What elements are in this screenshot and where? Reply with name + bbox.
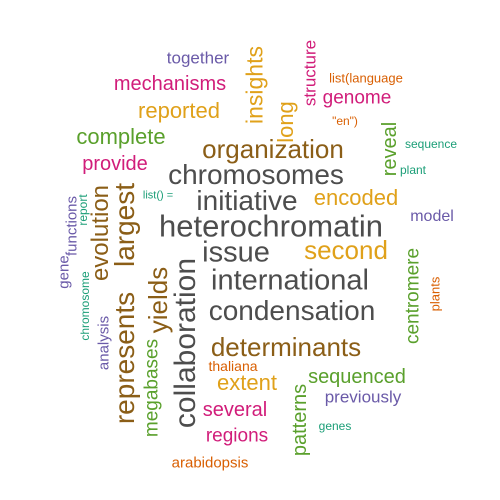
word-list-language: list(language xyxy=(329,70,403,86)
word-structure: structure xyxy=(300,39,320,107)
word-mechanisms: mechanisms xyxy=(113,73,227,95)
word-organization: organization xyxy=(202,134,344,164)
word-sequence: sequence xyxy=(404,137,458,151)
word-gene: gene xyxy=(55,255,73,289)
word-yields: yields xyxy=(143,266,173,334)
word-arabidopsis: arabidopsis xyxy=(171,454,249,472)
word-genes: genes xyxy=(318,419,352,433)
word-insights: insights xyxy=(241,46,268,124)
word-encoded: encoded xyxy=(313,185,399,210)
word-patterns: patterns xyxy=(289,383,311,457)
word-represents: represents xyxy=(109,291,140,425)
word-largest: largest xyxy=(109,182,140,268)
word-functions: functions xyxy=(63,195,81,257)
word-complete: complete xyxy=(76,124,166,149)
word-megabases: megabases xyxy=(141,338,163,438)
word-chromosome: chromosome xyxy=(78,271,92,341)
word-international: international xyxy=(211,264,369,297)
word-plant: plant xyxy=(399,163,427,177)
word-second: second xyxy=(304,235,388,265)
word-centromere: centromere xyxy=(402,247,424,345)
word-several: several xyxy=(202,399,268,421)
word-determinants: determinants xyxy=(210,332,362,362)
word-genome: genome xyxy=(322,87,392,109)
word-provide: provide xyxy=(82,153,148,175)
word-heterochromatin: heterochromatin xyxy=(158,208,384,244)
word-sequenced: sequenced xyxy=(308,366,406,388)
word-plants: plants xyxy=(427,276,443,312)
word-model: model xyxy=(410,208,454,225)
word-condensation: condensation xyxy=(208,295,376,326)
word-analysis: analysis xyxy=(95,315,113,371)
word-en-quoted: "en") xyxy=(332,114,358,128)
word-together: together xyxy=(166,48,230,68)
word-extent: extent xyxy=(217,370,277,395)
word-initiative: initiative xyxy=(196,185,298,216)
word-issue: issue xyxy=(202,236,270,269)
word-evolution: evolution xyxy=(87,184,114,282)
word-reported: reported xyxy=(138,98,220,123)
word-thaliana: thaliana xyxy=(208,358,258,374)
word-chromosomes: chromosomes xyxy=(168,159,344,190)
word-regions: regions xyxy=(205,425,269,447)
word-collaboration: collaboration xyxy=(169,257,202,429)
word-long: long xyxy=(273,101,298,143)
word-previously: previously xyxy=(324,387,402,407)
word-list-empty: list() = xyxy=(142,189,174,202)
word-reveal: reveal xyxy=(379,121,401,177)
